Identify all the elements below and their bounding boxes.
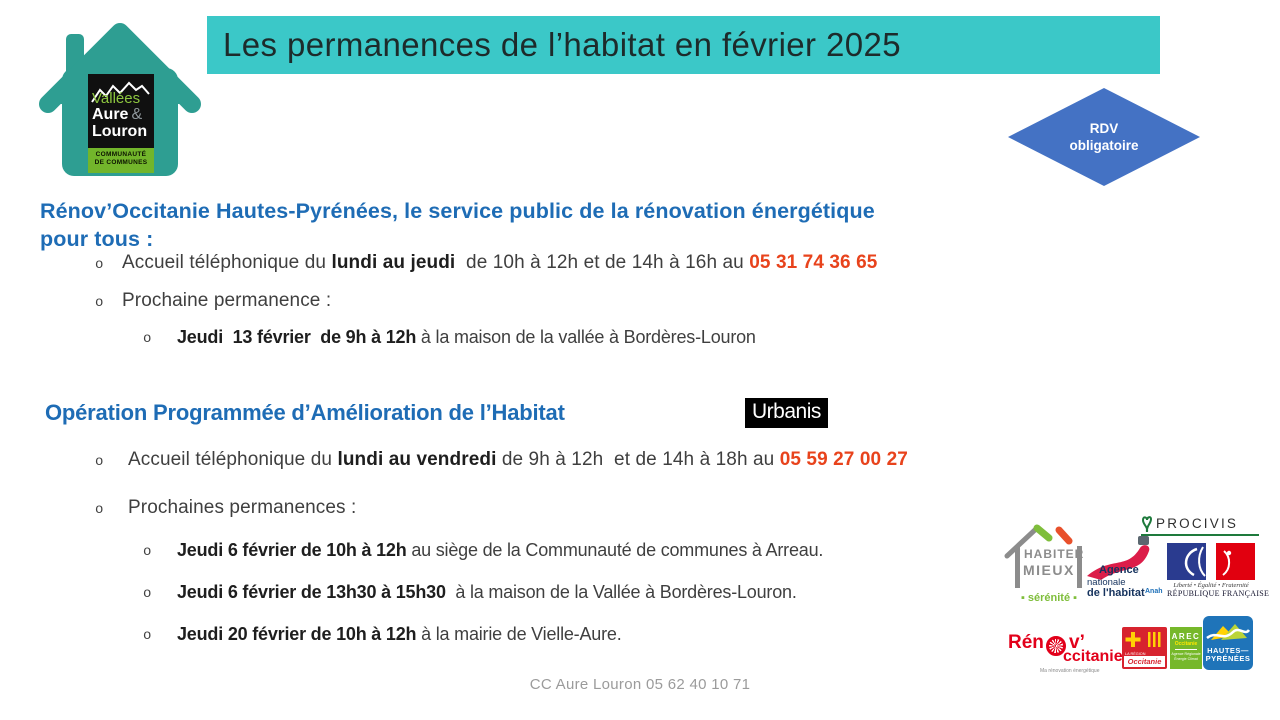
arec-logo: AREC Occitanie Agence Régionale Énergie … [1170,627,1202,669]
opah-permanence-item: Jeudi 20 février de 10h à 12h à la mairi… [177,624,622,644]
occitan-cross-icon [1125,632,1161,647]
habiter-mieux-logo: HABITER MIEUX ▪ sérénité ▪ [1003,520,1095,616]
bullet-marker: o [95,454,104,470]
republique-francaise-logo: Liberté • Égalité • Fraternité RÉPUBLIQU… [1167,543,1269,603]
marianne-detail-icon [1184,546,1232,577]
renov-section-heading: Rénov’Occitanie Hautes-Pyrénées, le serv… [40,199,875,251]
opah-phone-number: 05 59 27 00 27 [779,449,908,470]
bullet-marker: o [95,295,104,311]
page-title: Les permanences de l’habitat en février … [223,26,902,63]
procivis-sprout-icon [1141,515,1153,532]
bullet-marker: o [143,544,152,560]
opah-permanence-item: Jeudi 6 février de 13h30 à 15h30 à la ma… [177,582,797,602]
region-occitanie-logo: LA RÉGION Occitanie [1122,627,1167,669]
arec-divider [1175,649,1197,650]
diamond-icon [1008,88,1200,186]
renov-occitanie-logo: Rén v’ ccitanie Ma rénovation énergétiqu… [1008,632,1123,674]
opah-next-label: Prochaines permanences : [128,497,357,518]
mountains-icon [91,81,150,103]
renov-phone-number: 05 31 74 36 65 [749,252,878,273]
renov-occitanie-rosette-icon [1046,636,1066,656]
cc-logo-communaute: COMMUNAUTÉ DE COMMUNES [94,151,148,166]
marianne-flag-icon [1167,543,1255,580]
renov-phone-line: Accueil téléphonique du lundi au jeudi d… [122,252,878,273]
bullet-marker: o [143,331,152,347]
cc-logo-louron: Louron [92,123,148,140]
bullet-marker: o [95,502,104,518]
hautes-pyrenees-logo: HAUTES— PYRÉNÉES LE DÉPARTEMENT [1203,616,1253,670]
cc-aure-louron-logo: Vallées Aure & Louron COMMUNAUTÉ DE COMMU… [36,6,204,178]
cc-logo-ampersand: & [131,106,143,123]
rdv-badge: RDV obligatoire [1008,88,1200,186]
title-banner: Les permanences de l’habitat en février … [207,16,1160,74]
opah-section-heading: Opération Programmée d’Amélioration de l… [45,400,565,425]
hp-mountains-icon [1206,624,1251,640]
rdv-badge-label: RDV obligatoire [1069,121,1139,153]
footer-contact: CC Aure Louron 05 62 40 10 71 [529,676,751,693]
cc-logo-aure: Aure & [92,106,143,123]
bullet-marker: o [143,628,152,644]
habiter-mieux-house-icon [1004,524,1082,588]
renov-permanence-item: Jeudi 13 février de 9h à 12h à la maison… [177,327,756,347]
procivis-logo: PROCIVIS [1141,512,1259,536]
anah-logo: Agence nationale de l'habitat Anah [1083,536,1163,602]
urbanis-logo: Urbanis [745,398,828,428]
opah-permanence-item: Jeudi 6 février de 10h à 12h au siège de… [177,540,824,560]
anah-ribbon-icon [1087,536,1150,580]
cc-logo-vallees: Vallées [92,90,141,107]
house-icon [39,23,201,176]
opah-phone-line: Accueil téléphonique du lundi au vendred… [128,449,908,470]
bullet-marker: o [143,586,152,602]
bullet-marker: o [95,257,104,273]
renov-next-label: Prochaine permanence : [122,290,332,311]
